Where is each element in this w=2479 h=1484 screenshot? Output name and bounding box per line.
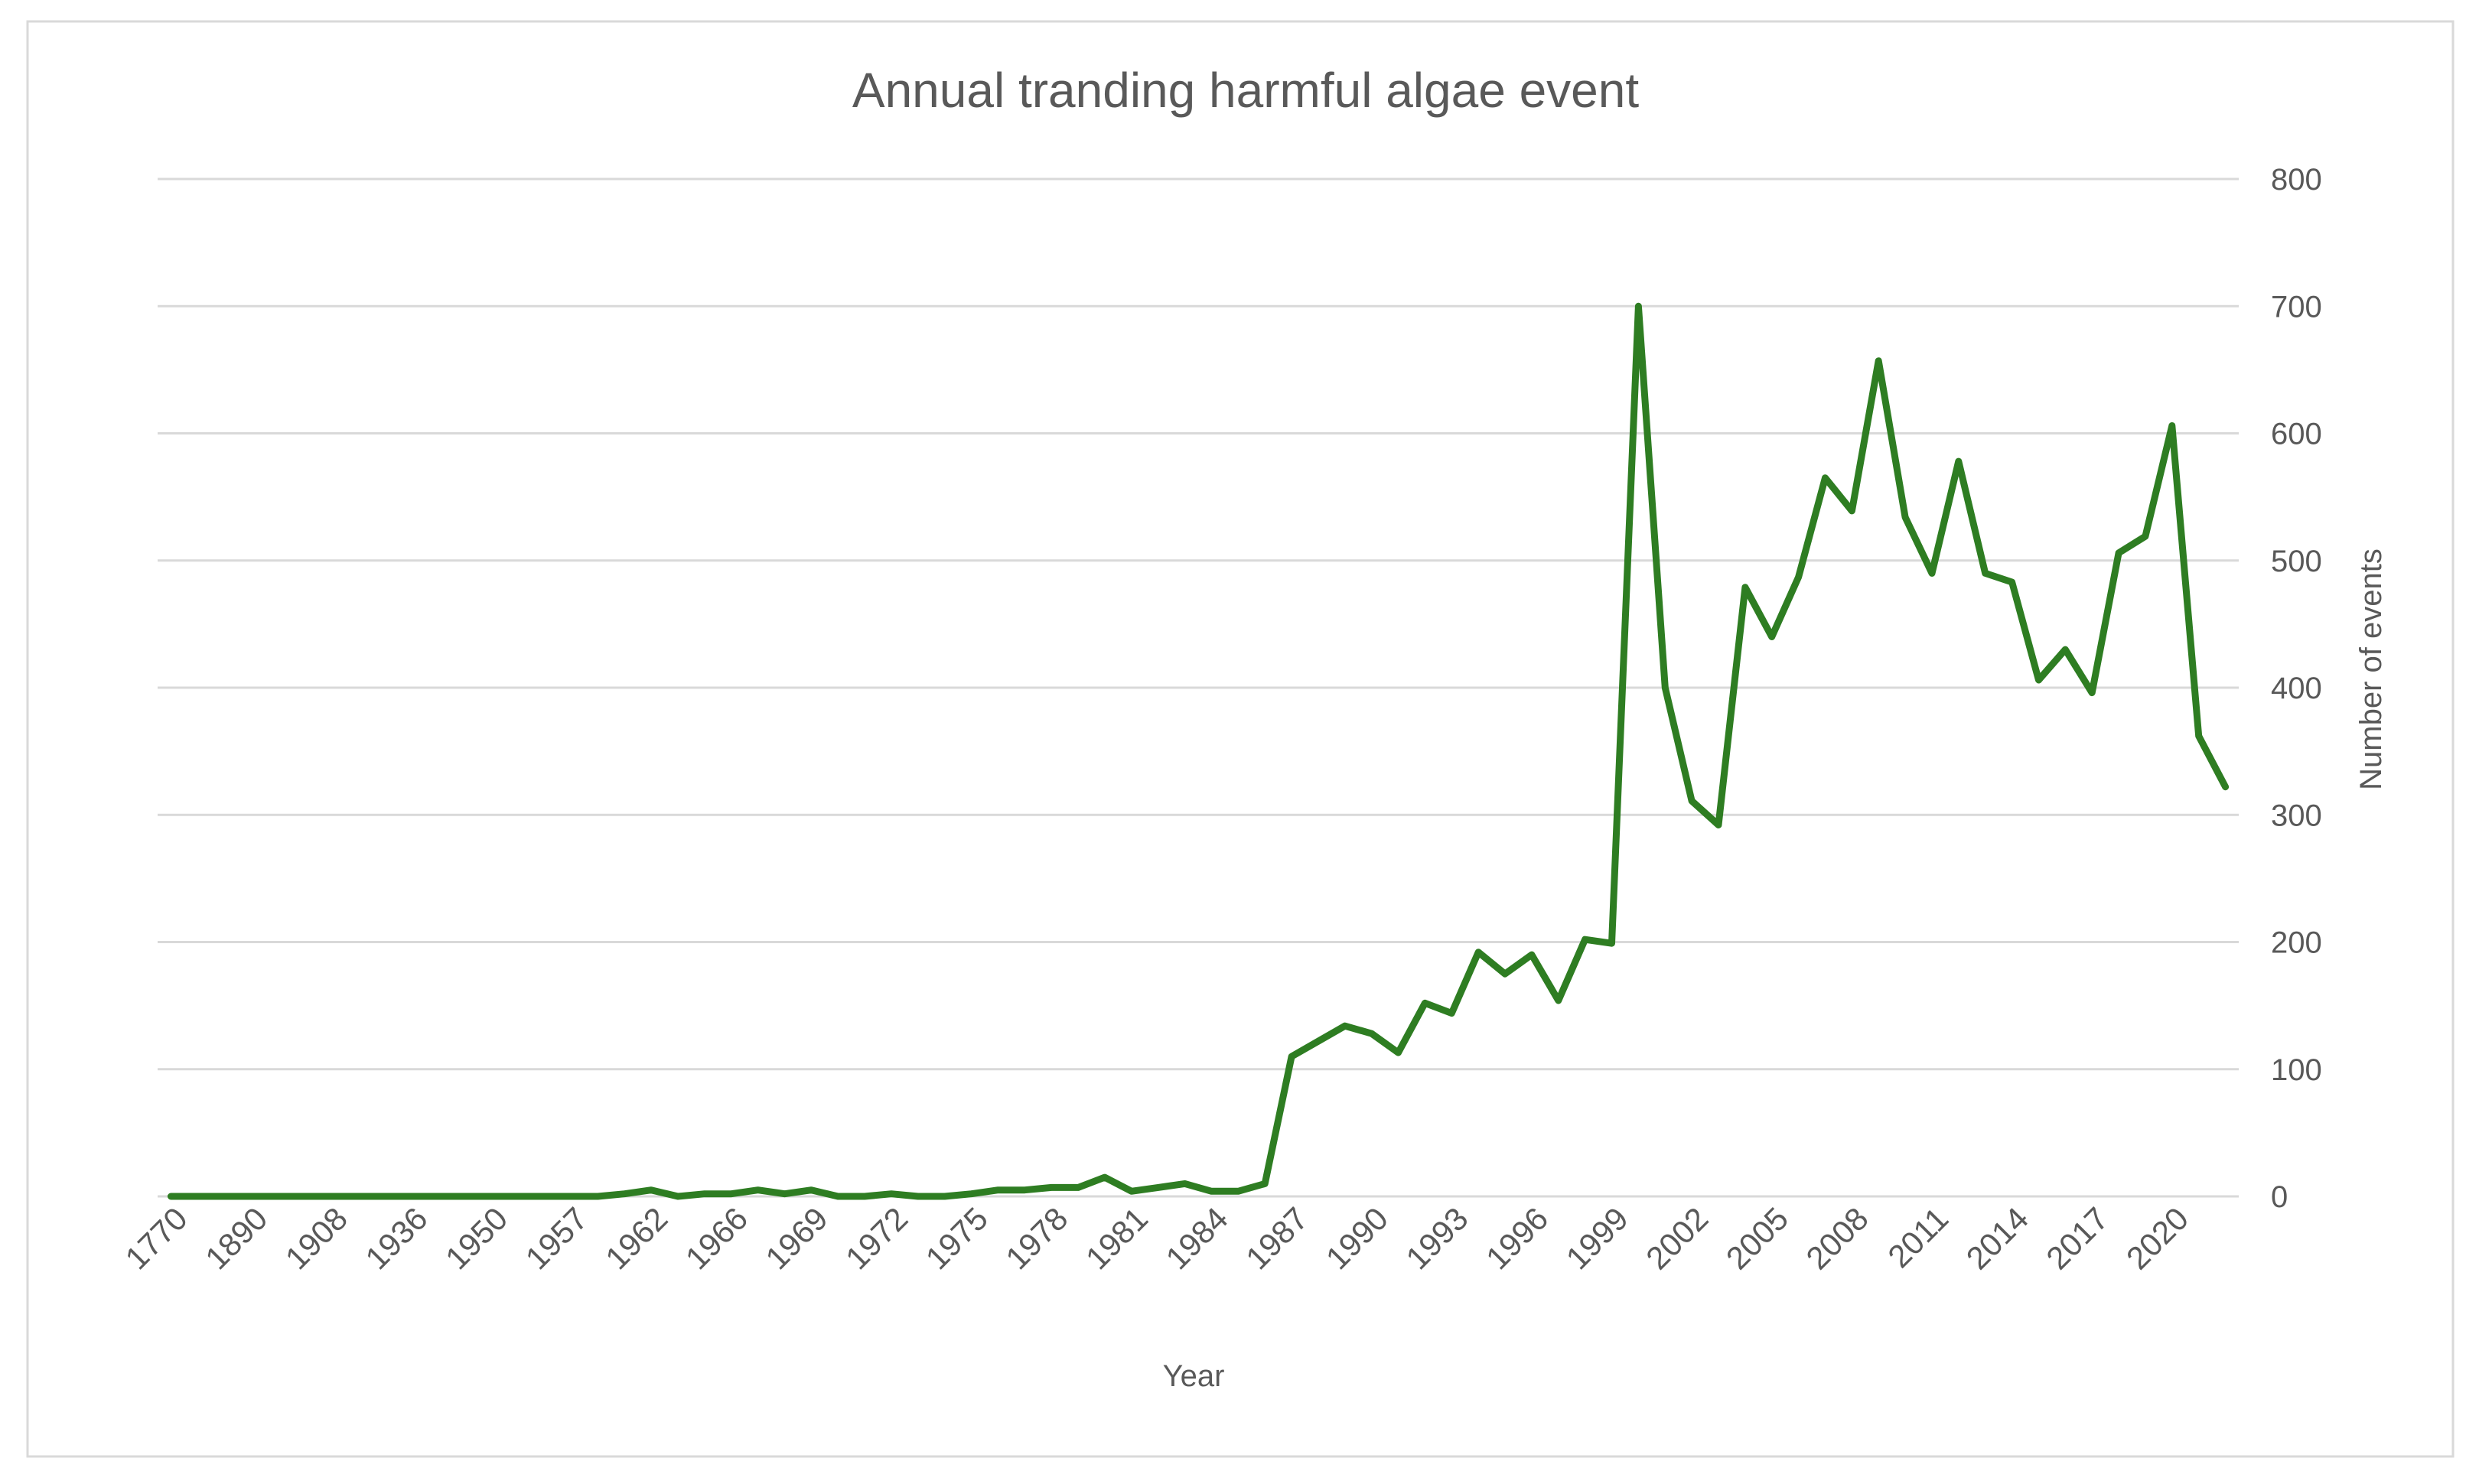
y-tick-label: 100 (2271, 1053, 2322, 1087)
y-tick-label: 800 (2271, 163, 2322, 197)
x-axis-label: Year (1163, 1359, 1225, 1393)
y-tick-label: 600 (2271, 418, 2322, 451)
y-axis-label: Number of events (2354, 548, 2388, 790)
y-tick-label: 300 (2271, 799, 2322, 832)
y-tick-label: 700 (2271, 290, 2322, 324)
y-tick-label: 200 (2271, 926, 2322, 960)
y-tick-labels: 0 100 200 300 400 500 600 700 800 (2271, 163, 2322, 1214)
y-tick-label: 400 (2271, 672, 2322, 705)
y-tick-label: 0 (2271, 1180, 2288, 1214)
y-tick-label: 500 (2271, 545, 2322, 578)
chart-title: Annual tranding harmful algae event (852, 63, 1639, 118)
